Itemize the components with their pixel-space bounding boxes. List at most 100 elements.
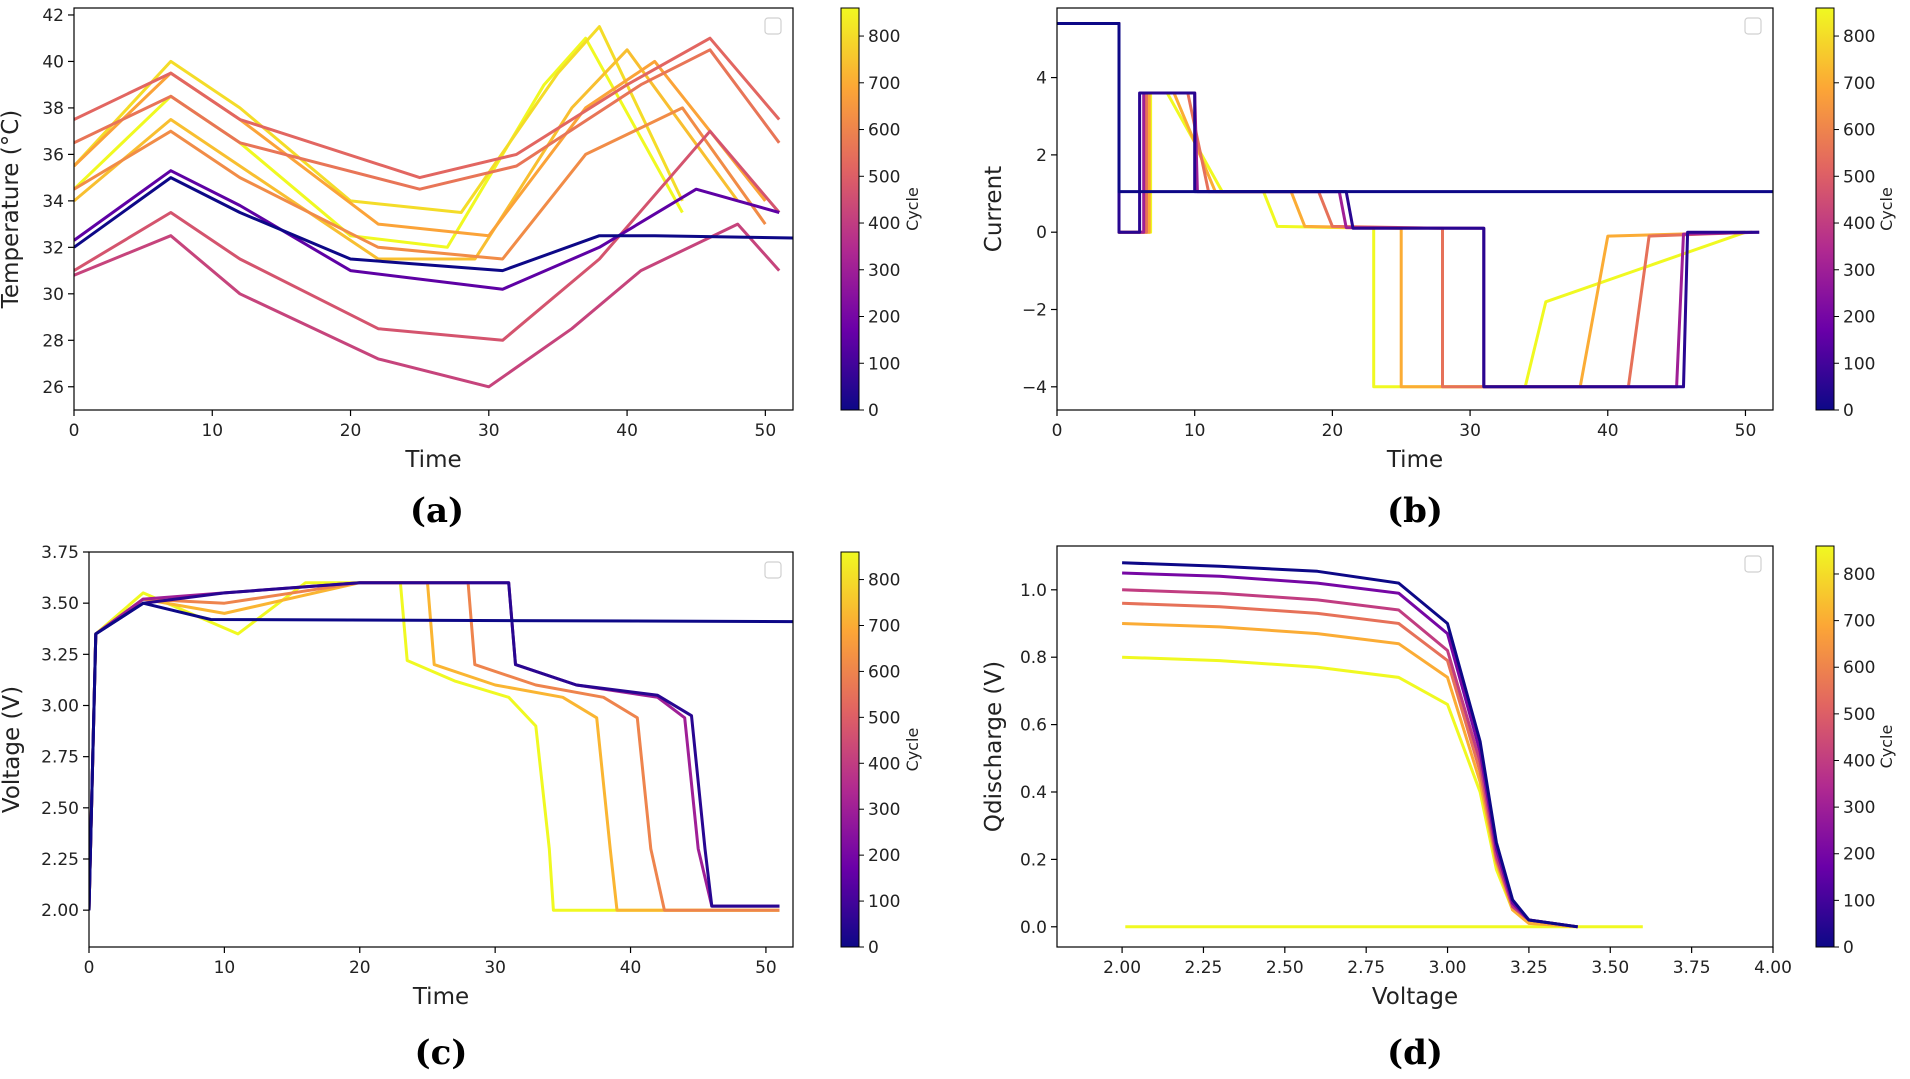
colorbar-tick-label: 600 (1843, 121, 1875, 141)
y-tick-label: 2.75 (41, 748, 79, 768)
y-tick-label: 42 (42, 6, 64, 26)
legend-box-d (1744, 555, 1762, 573)
series-line-cycle-740 (74, 48, 739, 261)
x-tick-label: 50 (755, 958, 777, 978)
series-group-d (1122, 561, 1643, 929)
y-tick-label: 0.0 (1020, 918, 1047, 938)
x-tick-label: 20 (349, 958, 371, 978)
x-tick-label: 50 (755, 421, 777, 441)
x-tick-label: 30 (1459, 421, 1481, 441)
series-line-cycle-560 (74, 48, 781, 191)
x-axis-label: Time (1386, 447, 1443, 473)
legend-box-c (764, 561, 782, 579)
x-tick-label: 10 (1184, 421, 1206, 441)
series-line-cycle-860 (89, 581, 780, 912)
colorbar-tick-label: 200 (868, 846, 900, 866)
x-axis-label: Time (404, 447, 461, 473)
y-tick-label: 26 (42, 378, 64, 398)
colorbar-tick-label: 0 (1843, 401, 1854, 421)
series-line-cycle-470 (74, 129, 781, 342)
y-tick-label: 36 (42, 145, 64, 165)
x-tick-label: 4.00 (1754, 958, 1792, 978)
y-tick-label: 0.2 (1020, 850, 1047, 870)
x-tick-label: 10 (201, 421, 223, 441)
y-tick-label: 0.4 (1020, 783, 1047, 803)
x-tick-label: 40 (616, 421, 638, 441)
axes-frame-a (73, 7, 794, 411)
x-tick-label: 0 (1052, 421, 1063, 441)
colorbar-a (840, 7, 860, 411)
series-line-cycle-0 (89, 601, 793, 911)
x-axis-label: Time (412, 984, 469, 1010)
colorbar-tick-label: 400 (1843, 214, 1875, 234)
y-tick-label: 3.25 (41, 645, 79, 665)
y-tick-label: 30 (42, 285, 64, 305)
colorbar-tick-label: 100 (868, 892, 900, 912)
colorbar-tick-label: 300 (868, 261, 900, 281)
series-line-cycle-50 (89, 581, 780, 911)
y-tick-label: 3.00 (41, 696, 79, 716)
axes-frame-d (1056, 545, 1774, 948)
series-line-cycle-420-low- (74, 222, 781, 389)
y-tick-label: −4 (1022, 378, 1047, 398)
x-tick-label: 50 (1735, 421, 1757, 441)
colorbar-label: Cycle (1877, 725, 1896, 769)
y-tick-label: 0.8 (1020, 648, 1047, 668)
panel-b: 0 10 20 30 40 50 −4 −2 0 2 4 Time Current 0 100 200 300 4… (981, 7, 1896, 531)
x-tick-label: 10 (214, 958, 236, 978)
series-line-cycle-520 (74, 36, 781, 180)
series-line-cycle-700 (1122, 622, 1578, 929)
x-tick-label: 3.75 (1673, 958, 1711, 978)
colorbar-tick-label: 200 (1843, 845, 1875, 865)
x-tick-label: 3.50 (1591, 958, 1629, 978)
series-group-c (89, 581, 793, 912)
y-axis-label: Current (981, 166, 1007, 252)
colorbar-tick-label: 500 (868, 708, 900, 728)
colorbar-tick-label: 800 (1843, 565, 1875, 585)
colorbar-tick-label: 500 (1843, 705, 1875, 725)
colorbar-tick-label: 200 (1843, 308, 1875, 328)
series-line-cycle-0 (1122, 561, 1578, 929)
x-axis-label: Voltage (1372, 984, 1458, 1010)
colorbar-tick-label: 200 (868, 308, 900, 328)
colorbar-tick-label: 400 (868, 214, 900, 234)
colorbar-tick-label: 0 (1843, 938, 1854, 958)
colorbar-tick-label: 600 (868, 662, 900, 682)
colorbar-tick-label: 0 (868, 938, 879, 958)
series-line-cycle-800 (74, 25, 684, 214)
colorbar-label: Cycle (903, 187, 922, 231)
series-group-a (74, 25, 793, 389)
colorbar-b (1815, 7, 1835, 411)
y-tick-label: 4 (1036, 69, 1047, 89)
panel-label-a: (a) (410, 491, 464, 531)
colorbar-tick-label: 100 (1843, 891, 1875, 911)
colorbar-label: Cycle (1877, 187, 1896, 231)
plot-area-b (1057, 8, 1773, 410)
colorbar-d (1815, 545, 1835, 948)
y-axis-label: Temperature (°C) (0, 110, 24, 310)
colorbar-tick-label: 400 (868, 754, 900, 774)
y-tick-label: 0.6 (1020, 716, 1047, 736)
colorbar-tick-label: 600 (868, 121, 900, 141)
x-tick-label: 30 (484, 958, 506, 978)
colorbar-tick-label: 400 (1843, 751, 1875, 771)
x-tick-label: 2.50 (1266, 958, 1304, 978)
series-line-cycle-150 (74, 169, 780, 291)
x-tick-label: 3.00 (1429, 958, 1467, 978)
colorbar-tick-label: 500 (868, 167, 900, 187)
colorbar-tick-label: 700 (1843, 74, 1875, 94)
colorbar-tick-label: 800 (868, 27, 900, 47)
colorbar-label: Cycle (903, 728, 922, 772)
colorbar-tick-label: 800 (868, 571, 900, 591)
series-group-b (1057, 22, 1773, 389)
x-tick-label: 0 (84, 958, 95, 978)
y-tick-label: 3.75 (41, 543, 79, 563)
y-tick-label: 2.00 (41, 901, 79, 921)
y-axis-label: Qdischarge (V) (981, 661, 1007, 832)
colorbar-tick-label: 700 (868, 616, 900, 636)
colorbar-c (840, 551, 860, 948)
y-tick-label: −2 (1022, 301, 1047, 321)
y-tick-label: 28 (42, 331, 64, 351)
panel-label-b: (b) (1387, 491, 1443, 531)
colorbar-tick-label: 100 (868, 354, 900, 374)
